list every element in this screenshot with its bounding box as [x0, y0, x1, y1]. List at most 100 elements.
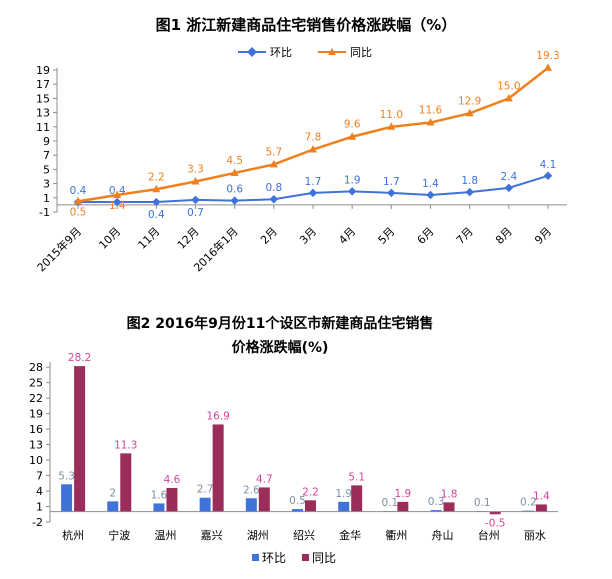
chart2-title: 图2 2016年9月份11个设区市新建商品住宅销售	[127, 315, 434, 332]
data-point	[426, 190, 435, 200]
data-point	[112, 197, 122, 207]
bar-huanbi	[199, 497, 211, 512]
bar-tongbi	[74, 366, 86, 512]
bar-huanbi	[522, 510, 534, 512]
data-label: 0.1	[474, 497, 491, 509]
data-point	[426, 118, 435, 126]
y-tick-label: 10	[29, 454, 43, 467]
data-label: 4.1	[540, 159, 557, 171]
x-tick-label: 丽水	[524, 529, 546, 542]
data-label: 2	[109, 487, 116, 499]
legend-swatch	[252, 554, 259, 561]
data-label: 5.7	[265, 146, 282, 158]
data-label: 1.7	[383, 176, 400, 188]
y-tick-label: 9	[43, 135, 50, 148]
data-label: 7.8	[305, 132, 322, 144]
data-label: 5.1	[348, 471, 365, 483]
data-label: 0.1	[382, 497, 399, 509]
bar-tongbi	[120, 453, 132, 512]
data-label: 11.3	[114, 439, 137, 451]
legend-swatch	[302, 554, 309, 561]
bar-huanbi	[430, 510, 442, 512]
data-label: -0.5	[485, 517, 506, 529]
data-point	[504, 93, 513, 102]
data-point	[230, 196, 239, 205]
data-point	[347, 187, 357, 196]
data-point	[269, 159, 278, 168]
x-tick-label: 杭州	[62, 528, 84, 542]
x-tick-label: 金华	[339, 528, 361, 542]
legend-marker	[247, 47, 257, 57]
data-label: 0.6	[226, 184, 243, 196]
y-tick-label: 13	[29, 439, 43, 452]
y-tick-label: 1	[36, 501, 43, 514]
data-label: 1.4	[422, 178, 439, 190]
bar-huanbi	[153, 503, 165, 512]
y-tick-label: 22	[29, 392, 43, 405]
data-label: 4.6	[164, 474, 181, 486]
data-label: 16.9	[206, 410, 229, 422]
data-label: 0.8	[265, 182, 282, 194]
y-tick-label: 13	[36, 107, 50, 120]
x-tick-label: 绍兴	[293, 528, 315, 542]
bar-huanbi	[61, 484, 73, 512]
bar-tongbi	[166, 487, 178, 512]
data-label: 1.9	[395, 488, 412, 500]
data-label: 1.8	[441, 488, 458, 500]
bar-huanbi	[292, 509, 303, 512]
bar-tongbi	[443, 502, 455, 512]
data-point	[152, 184, 161, 193]
y-tick-label: 25	[29, 377, 43, 390]
data-label: 2.6	[243, 484, 260, 496]
y-tick-label: 11	[36, 121, 50, 134]
data-label: 5.3	[58, 470, 75, 482]
data-label: 3.3	[187, 163, 204, 175]
bar-huanbi	[107, 501, 119, 512]
data-point	[387, 188, 396, 198]
bar-tongbi	[397, 501, 409, 512]
x-tick-label: 湖州	[247, 529, 269, 542]
bar-huanbi	[245, 498, 257, 512]
data-point	[191, 195, 200, 205]
data-point	[74, 196, 82, 205]
bar-tongbi	[305, 500, 316, 512]
x-tick-label: 4月	[336, 225, 358, 247]
data-label: 11.0	[380, 109, 403, 121]
y-tick-label: 3	[43, 178, 50, 191]
x-tick-label: 2015年9月	[34, 224, 84, 274]
data-label: 1.4	[109, 200, 126, 212]
data-point	[543, 171, 553, 181]
data-point	[269, 194, 279, 204]
bar-tongbi	[258, 487, 270, 512]
data-point	[309, 145, 317, 153]
x-tick-label: 2月	[258, 225, 280, 247]
x-tick-label: 11月	[136, 225, 163, 252]
data-point	[348, 132, 357, 140]
legend-label: 环比	[270, 46, 292, 59]
data-label: 1.7	[305, 176, 322, 188]
bar-tongbi	[489, 511, 501, 515]
data-point	[191, 176, 200, 185]
data-label: 15.0	[497, 80, 520, 92]
x-tick-label: 6月	[415, 225, 437, 247]
data-label: 19.3	[536, 50, 559, 62]
bar-huanbi	[338, 501, 350, 512]
data-label: 2.4	[500, 171, 517, 183]
data-label: 11.6	[419, 105, 443, 117]
x-tick-label: 5月	[376, 225, 398, 247]
x-tick-label: 7月	[454, 225, 476, 247]
legend-label: 同比	[350, 46, 372, 59]
y-tick-label: -1	[39, 206, 50, 219]
data-label: 4.7	[256, 473, 273, 485]
data-label: 0.3	[428, 496, 445, 508]
legend-label: 环比	[262, 551, 286, 565]
data-label: 0.4	[148, 209, 165, 221]
y-tick-label: 15	[36, 92, 50, 105]
data-label: 28.2	[68, 352, 91, 364]
data-label: 2.2	[302, 486, 319, 498]
data-label: 0.5	[289, 495, 306, 507]
x-tick-label: 10月	[96, 225, 123, 252]
y-tick-label: 16	[29, 423, 43, 436]
